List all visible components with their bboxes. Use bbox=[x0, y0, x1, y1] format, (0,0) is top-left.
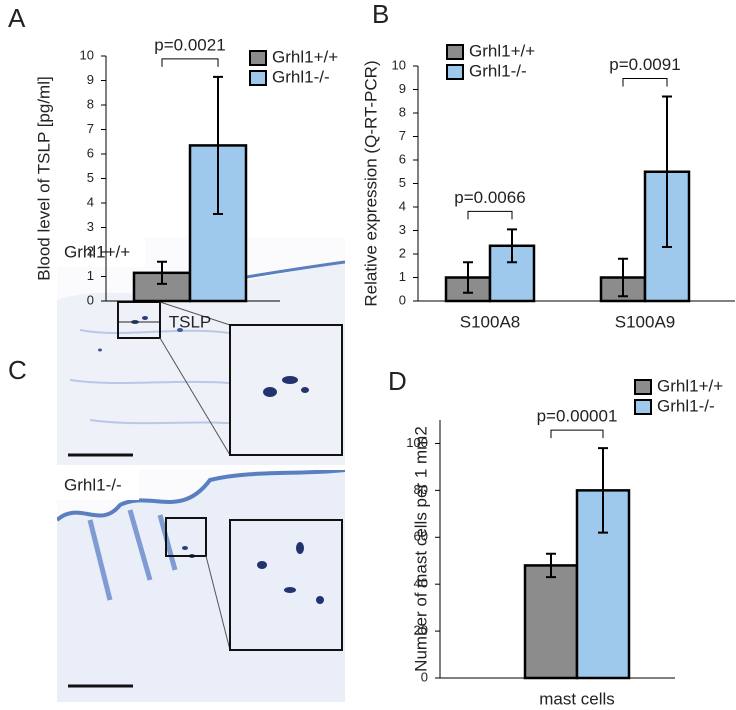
y-tick-label: 6 bbox=[399, 151, 406, 166]
legend-label: Grhl1+/+ bbox=[657, 376, 723, 395]
legend-swatch bbox=[249, 70, 267, 86]
y-tick-label: 1 bbox=[87, 268, 94, 283]
y-tick-label: 80 bbox=[414, 482, 428, 497]
y-tick-label: 40 bbox=[414, 576, 428, 591]
legend-swatch bbox=[446, 64, 464, 80]
x-tick-label: S100A9 bbox=[615, 312, 676, 331]
legend-swatch bbox=[634, 379, 652, 395]
y-tick-label: 2 bbox=[399, 245, 406, 260]
legend-swatch bbox=[249, 50, 267, 66]
p-value: p=0.0066 bbox=[454, 188, 525, 207]
p-value: p=0.0091 bbox=[609, 55, 680, 74]
y-tick-label: 4 bbox=[87, 194, 94, 209]
y-tick-label: 2 bbox=[87, 243, 94, 258]
y-tick-label: 3 bbox=[87, 219, 94, 234]
y-tick-label: 10 bbox=[80, 47, 94, 62]
y-tick-label: 0 bbox=[399, 292, 406, 307]
significance-bracket bbox=[550, 429, 604, 439]
y-tick-label: 5 bbox=[87, 170, 94, 185]
y-tick-label: 8 bbox=[399, 104, 406, 119]
y-axis-label: Relative expression (Q-RT-PCR) bbox=[361, 60, 380, 306]
micrograph-label: Grhl1-/- bbox=[64, 475, 122, 494]
x-tick-label: S100A8 bbox=[460, 312, 521, 331]
panel-label: C bbox=[8, 355, 27, 385]
p-value: p=0.0021 bbox=[154, 35, 225, 54]
legend-label: Grhl1-/- bbox=[469, 61, 527, 80]
error-bar bbox=[662, 95, 672, 248]
y-tick-label: 6 bbox=[87, 145, 94, 160]
x-tick-label: mast cells bbox=[539, 689, 615, 708]
legend-label: Grhl1+/+ bbox=[469, 41, 535, 60]
panel-label: B bbox=[372, 0, 389, 29]
y-tick-label: 10 bbox=[392, 57, 406, 72]
error-bar bbox=[598, 447, 608, 534]
y-tick-label: 0 bbox=[87, 292, 94, 307]
y-axis-label: Blood level of TSLP [pg/ml] bbox=[34, 76, 53, 280]
legend-label: Grhl1-/- bbox=[657, 396, 715, 415]
y-tick-label: 20 bbox=[414, 623, 428, 638]
y-tick-label: 7 bbox=[87, 121, 94, 136]
legend-swatch bbox=[446, 44, 464, 60]
error-bar bbox=[507, 228, 517, 264]
legend-label: Grhl1-/- bbox=[272, 67, 330, 86]
legend-label: Grhl1+/+ bbox=[272, 47, 338, 66]
y-tick-label: 100 bbox=[406, 435, 428, 450]
error-bar bbox=[546, 552, 556, 579]
error-bar bbox=[213, 75, 223, 216]
legend-swatch bbox=[634, 399, 652, 415]
y-tick-label: 60 bbox=[414, 529, 428, 544]
y-tick-label: 0 bbox=[421, 669, 428, 684]
y-tick-label: 1 bbox=[399, 269, 406, 284]
y-tick-label: 4 bbox=[399, 198, 406, 213]
x-tick-label: TSLP bbox=[169, 312, 212, 331]
panel-label: D bbox=[388, 366, 407, 396]
significance-bracket bbox=[622, 78, 668, 87]
micrograph-bottom: Grhl1-/- bbox=[57, 470, 345, 702]
y-axis-label: Number of mast cells per 1 mm2 bbox=[411, 426, 430, 672]
y-tick-label: 5 bbox=[399, 175, 406, 190]
y-tick-label: 9 bbox=[87, 72, 94, 87]
p-value: p=0.00001 bbox=[537, 407, 618, 426]
error-bar bbox=[463, 261, 473, 294]
y-tick-label: 7 bbox=[399, 128, 406, 143]
micrograph-label: Grhl1+/+ bbox=[64, 242, 130, 261]
panel-label: A bbox=[8, 3, 26, 33]
error-bar bbox=[157, 260, 167, 285]
y-tick-label: 8 bbox=[87, 96, 94, 111]
y-tick-label: 3 bbox=[399, 222, 406, 237]
bar bbox=[523, 564, 579, 680]
significance-bracket bbox=[467, 210, 513, 220]
y-tick-label: 9 bbox=[399, 81, 406, 96]
error-bar bbox=[618, 257, 628, 298]
significance-bracket bbox=[161, 58, 219, 67]
